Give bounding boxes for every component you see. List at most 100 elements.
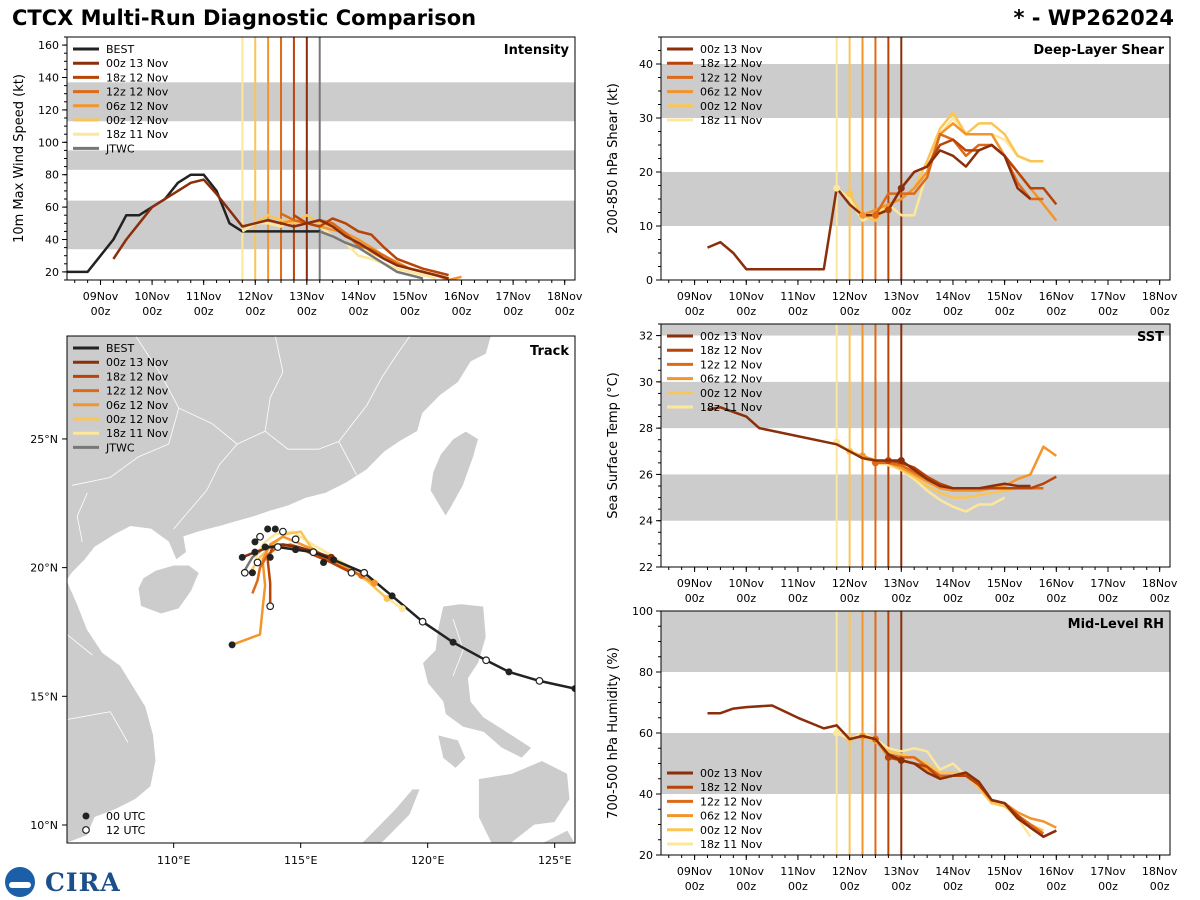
- panel-title: Track: [530, 344, 569, 359]
- x-tick-label: 16Nov: [444, 290, 480, 303]
- cira-logo-text: CIRA: [45, 868, 121, 897]
- x-tick-label: 00z: [1046, 880, 1066, 893]
- legend-label: 12z 12 Nov: [700, 795, 763, 808]
- x-tick-label: 00z: [943, 880, 963, 893]
- x-tick-label: 10Nov: [729, 290, 765, 303]
- y-tick-label: 100: [632, 605, 653, 618]
- y-tick-label: 28: [639, 422, 653, 435]
- lat-tick-label: 15°N: [30, 690, 58, 703]
- hainan-island: [137, 564, 200, 615]
- track-map: 110°E 115°E 120°E 125°E 10°N 15°N 20°N 25°N Trac…: [30, 335, 576, 867]
- legend-label: 00z 12 Nov: [106, 413, 169, 426]
- lon-tick-label: 115°E: [284, 854, 317, 867]
- x-tick-label: 17Nov: [1090, 577, 1126, 590]
- x-tick-label: 00z: [788, 880, 808, 893]
- series-line: [874, 132, 1044, 216]
- plot-area: [661, 37, 1170, 280]
- x-tick-label: 00z: [1150, 592, 1170, 605]
- x-tick-label: 17Nov: [1090, 865, 1126, 878]
- x-tick-label: 17Nov: [495, 290, 531, 303]
- init-marker: [871, 211, 879, 219]
- admin-border: [67, 634, 93, 656]
- main-title: CTCX Multi-Run Diagnostic Comparison: [12, 6, 477, 30]
- legend-label: 18z 11 Nov: [106, 128, 169, 141]
- lon-tick-label: 125°E: [538, 854, 571, 867]
- panel-title: Deep-Layer Shear: [1033, 43, 1164, 58]
- y-tick-label: 26: [639, 468, 653, 481]
- track-marker-12utc: [360, 568, 369, 577]
- y-tick-label: 30: [639, 376, 653, 389]
- x-tick-label: 16Nov: [1039, 577, 1075, 590]
- y-tick-label: 20: [639, 849, 653, 862]
- x-tick-label: 00z: [142, 305, 162, 318]
- legend-label: 18z 12 Nov: [700, 57, 763, 70]
- track-marker-12utc: [309, 548, 318, 557]
- x-tick-label: 13Nov: [884, 577, 920, 590]
- x-tick-label: 00z: [736, 592, 756, 605]
- track-marker-12utc: [266, 602, 275, 611]
- x-tick-label: 00z: [995, 305, 1015, 318]
- x-tick-label: 14Nov: [935, 290, 971, 303]
- x-tick-label: 09Nov: [677, 577, 713, 590]
- series-line: [836, 731, 1032, 838]
- plot-area: [67, 37, 575, 280]
- y-tick-label: 80: [639, 666, 653, 679]
- x-tick-label: 00z: [1098, 305, 1118, 318]
- x-tick-label: 18Nov: [1142, 290, 1178, 303]
- x-tick-label: 00z: [297, 305, 317, 318]
- admin-border: [135, 336, 357, 476]
- legend-label: 00z 12 Nov: [700, 387, 763, 400]
- y-axis-label: Sea Surface Temp (°C): [606, 372, 621, 519]
- map-area: [67, 336, 575, 843]
- panel-title: Intensity: [504, 43, 570, 58]
- init-marker: [833, 184, 841, 192]
- x-tick-label: 15Nov: [392, 290, 428, 303]
- init-marker: [897, 184, 905, 192]
- x-tick-label: 14Nov: [935, 865, 971, 878]
- legend-label: 18z 11 Nov: [700, 401, 763, 414]
- x-tick-label: 00z: [891, 305, 911, 318]
- y-axis-label: 10m Max Wind Speed (kt): [12, 74, 27, 243]
- x-tick-label: 13Nov: [884, 290, 920, 303]
- legend-label: 12z 12 Nov: [700, 71, 763, 84]
- admin-border: [76, 492, 88, 542]
- legend-label: 00 UTC: [106, 810, 146, 823]
- indochina-land: [67, 580, 157, 843]
- admin-border: [173, 443, 238, 530]
- y-tick-label: 40: [45, 234, 59, 247]
- legend-label: 06z 12 Nov: [700, 810, 763, 823]
- legend-label: BEST: [106, 342, 134, 355]
- plot-area: [661, 611, 1170, 855]
- shaded-band: [661, 324, 1170, 336]
- x-tick-label: 00z: [400, 305, 420, 318]
- y-tick-label: 40: [639, 58, 653, 71]
- x-tick-label: 00z: [840, 880, 860, 893]
- track-marker-00utc: [388, 592, 396, 600]
- x-tick-label: 09Nov: [677, 865, 713, 878]
- track-marker-00utc: [292, 546, 300, 554]
- admin-border: [67, 711, 129, 743]
- cira-logo: CIRA: [5, 866, 120, 898]
- track-marker-12utc: [418, 617, 427, 626]
- track-marker-00utc: [320, 558, 328, 566]
- legend-marker-00utc: [82, 812, 90, 820]
- track-marker-00utc: [330, 556, 338, 564]
- y-tick-label: 140: [38, 72, 59, 85]
- x-tick-label: 14Nov: [341, 290, 377, 303]
- track-marker-00utc: [248, 569, 256, 577]
- shaded-band: [661, 381, 1170, 429]
- lat-tick-label: 10°N: [30, 819, 58, 832]
- track-line: [265, 545, 575, 690]
- x-tick-label: 00z: [995, 880, 1015, 893]
- track-marker-12utc: [482, 656, 491, 665]
- track-marker-00utc: [251, 548, 259, 556]
- track-marker-12utc: [273, 543, 282, 551]
- track-marker-00utc: [251, 538, 259, 546]
- x-tick-label: 00z: [736, 880, 756, 893]
- legend-label: 18z 11 Nov: [700, 838, 763, 851]
- admin-border: [72, 407, 180, 486]
- track-marker-00utc: [238, 553, 246, 561]
- x-tick-label: 10Nov: [134, 290, 170, 303]
- panel-title: Mid-Level RH: [1068, 617, 1164, 632]
- x-tick-label: 00z: [891, 592, 911, 605]
